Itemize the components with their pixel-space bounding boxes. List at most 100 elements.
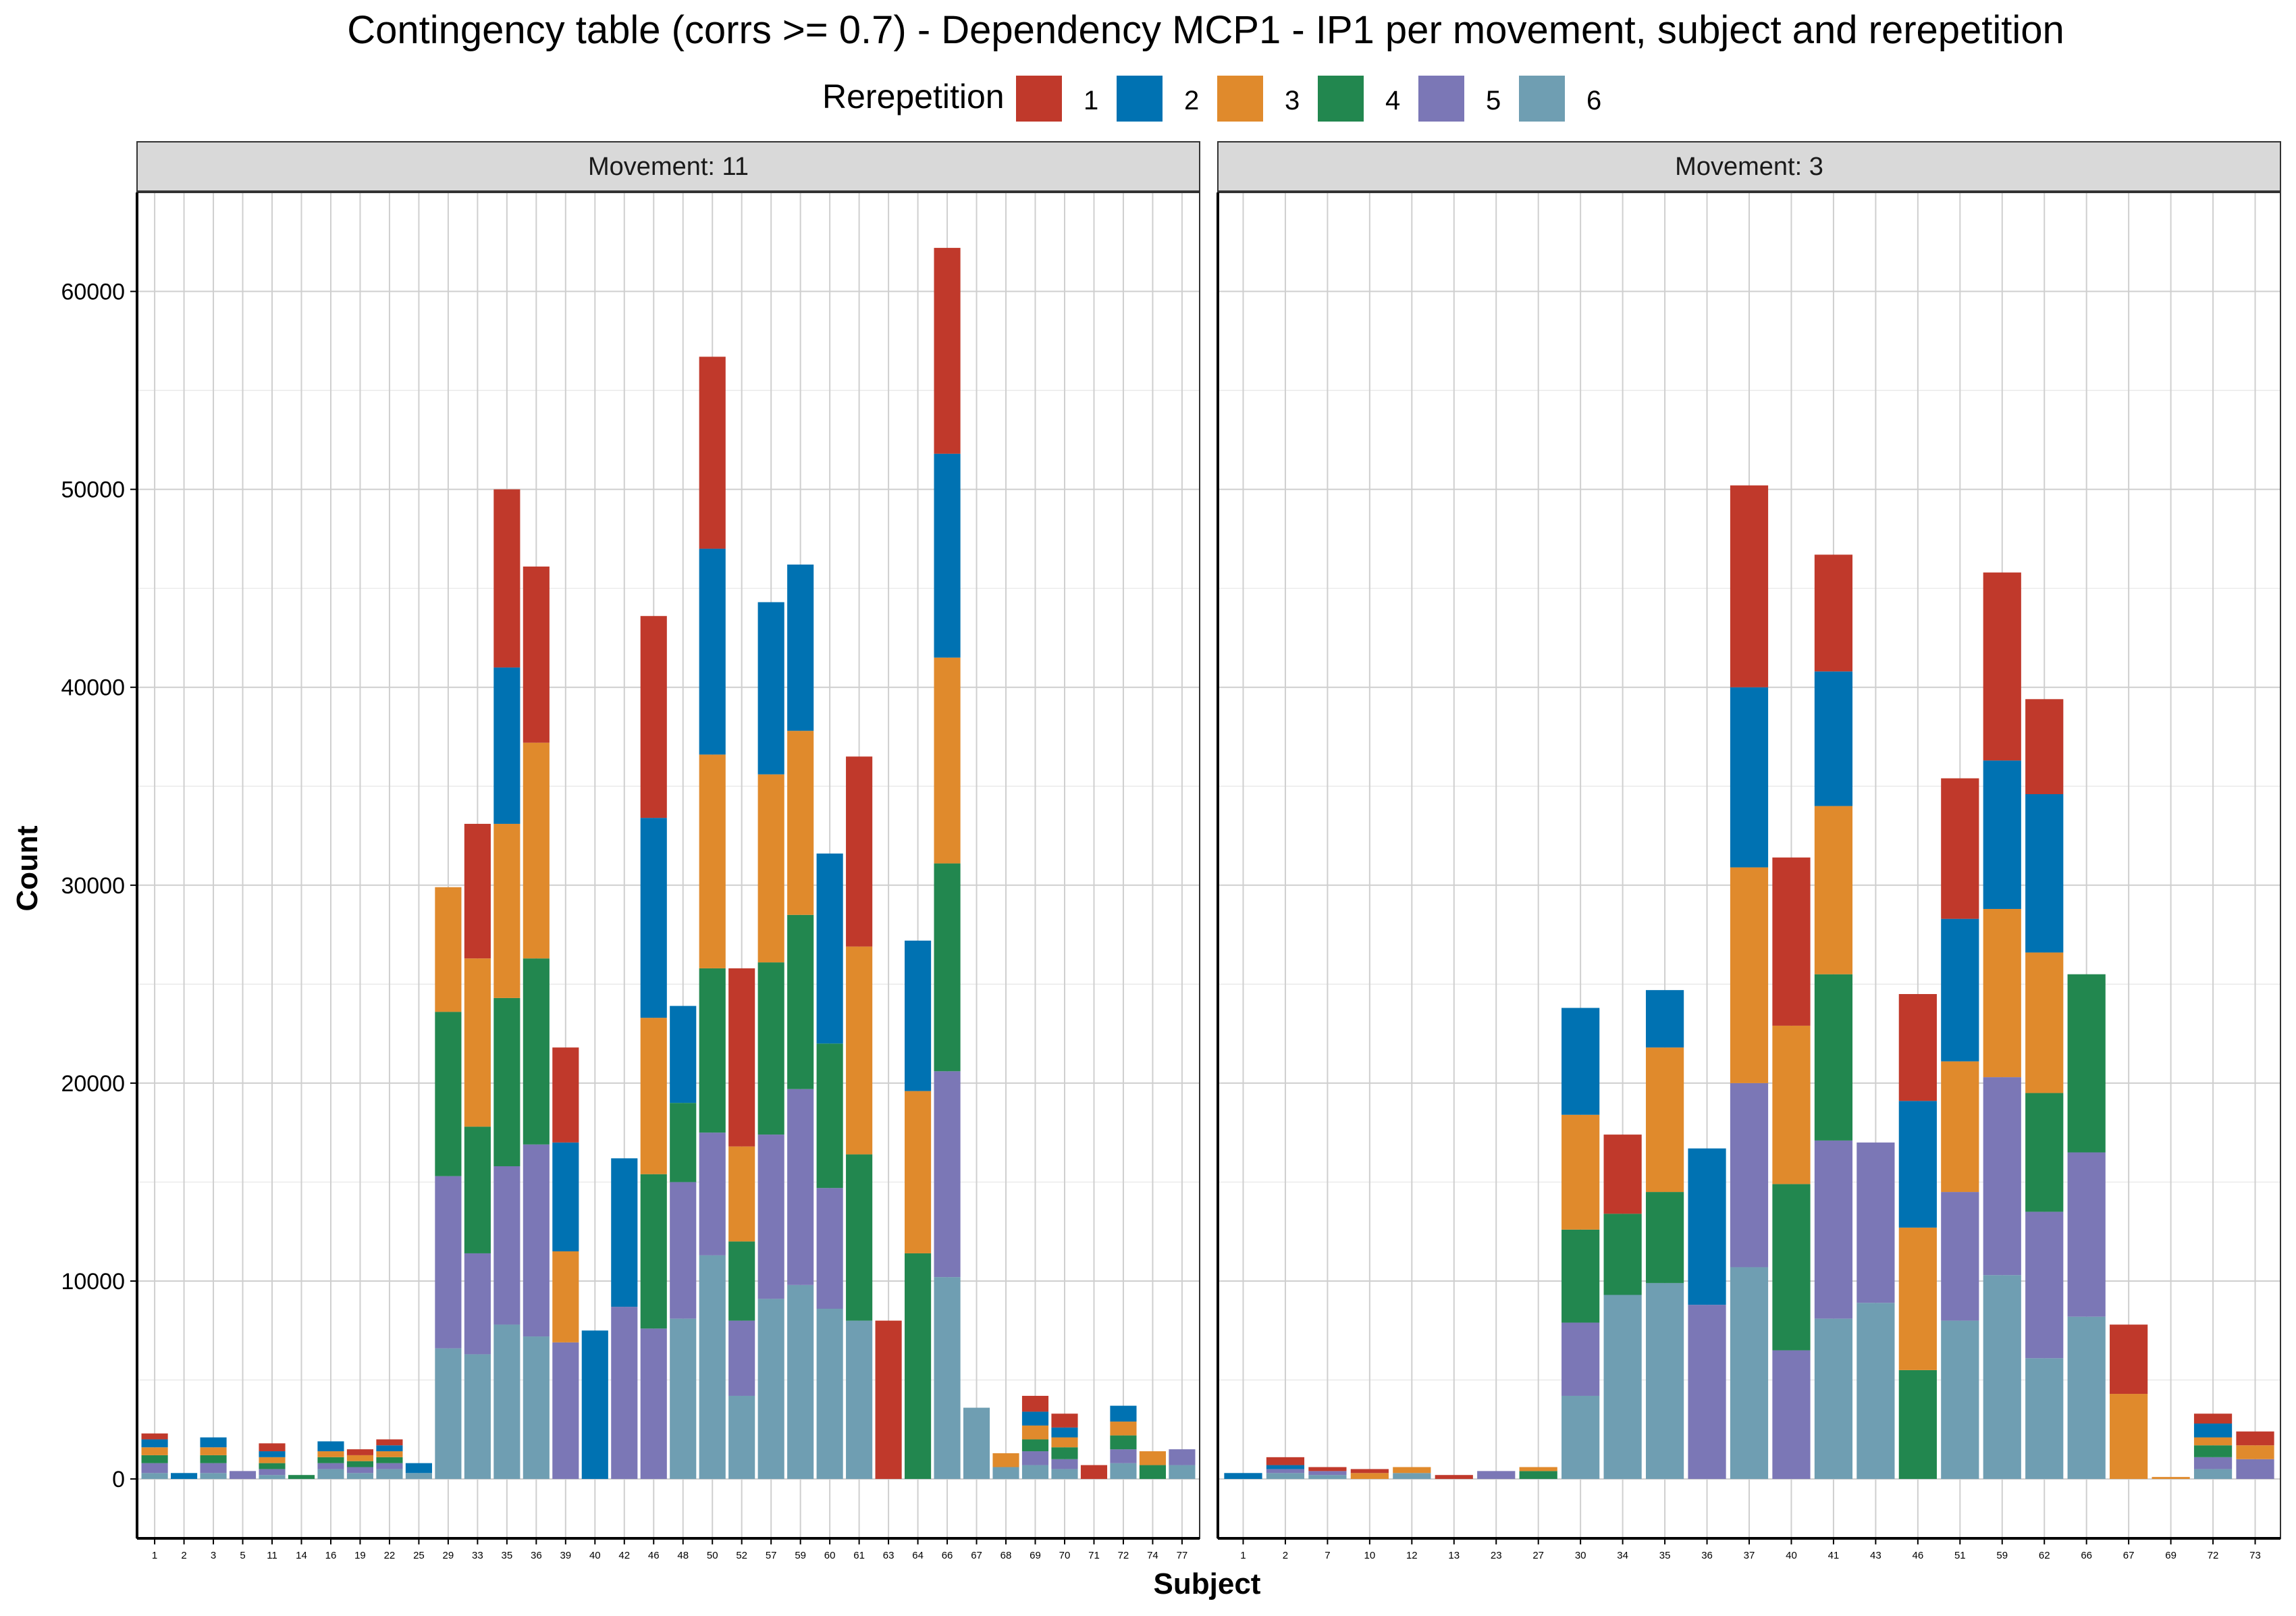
x-tick-label: 46: [1912, 1550, 1923, 1561]
bar-segment-subject-39-rep-2: [552, 1142, 579, 1252]
bar-segment-subject-36-rep-6: [523, 1336, 550, 1480]
bar-segment-subject-1-rep-5: [141, 1463, 168, 1474]
bar-segment-subject-69-rep-2: [1021, 1411, 1049, 1426]
bar-segment-subject-62-rep-3: [2025, 952, 2064, 1093]
chart-title: Contingency table (corrs >= 0.7) - Depen…: [347, 8, 2064, 52]
bar-segment-subject-22-rep-3: [376, 1451, 403, 1457]
bar-segment-subject-72-rep-3: [2193, 1437, 2233, 1446]
bar-segment-subject-50-rep-2: [699, 548, 726, 755]
panel-strip: [136, 141, 1200, 192]
x-tick-label: 64: [912, 1550, 924, 1561]
bar-segment-subject-51-rep-2: [1941, 918, 1979, 1062]
bar-segment-subject-34-rep-6: [1603, 1295, 1642, 1480]
bar-segment-subject-48-rep-6: [670, 1318, 697, 1480]
bar-segment-subject-57-rep-4: [757, 962, 784, 1135]
y-tick-label: 40000: [61, 675, 125, 701]
bar-segment-subject-33-rep-6: [464, 1354, 491, 1480]
bar-segment-subject-22-rep-2: [376, 1445, 403, 1452]
bar-segment-subject-59-rep-5: [787, 1089, 814, 1285]
x-tick-label: 63: [883, 1550, 895, 1561]
x-tick-label: 37: [1744, 1550, 1755, 1561]
bar-segment-subject-72-rep-5: [2193, 1457, 2233, 1469]
bar-segment-subject-73-rep-1: [2236, 1431, 2274, 1446]
x-tick-label: 1: [152, 1550, 157, 1561]
x-tick-label: 25: [413, 1550, 425, 1561]
bar-segment-subject-3-rep-2: [200, 1437, 227, 1448]
bar-segment-subject-62-rep-2: [2025, 793, 2064, 953]
bar-segment-subject-72-rep-4: [1110, 1435, 1137, 1450]
bar-segment-subject-50-rep-3: [699, 754, 726, 968]
bar-segment-subject-66-rep-3: [934, 657, 961, 864]
bar-segment-subject-23-rep-5: [1477, 1471, 1516, 1480]
x-tick-label: 72: [1118, 1550, 1129, 1561]
bar-segment-subject-27-rep-3: [1519, 1467, 1557, 1471]
bar-segment-subject-60-rep-4: [816, 1043, 843, 1189]
bar-segment-subject-25-rep-2: [405, 1463, 432, 1474]
bar-segment-subject-34-rep-1: [1603, 1135, 1642, 1214]
bar-segment-subject-36-rep-5: [523, 1144, 550, 1337]
bar-segment-subject-59-rep-4: [787, 914, 814, 1089]
x-tick-label: 66: [942, 1550, 953, 1561]
bar-segment-subject-1-rep-3: [141, 1447, 168, 1455]
bar-segment-subject-59-rep-2: [787, 565, 814, 731]
bar-segment-subject-1-rep-1: [141, 1433, 168, 1440]
bar-segment-subject-52-rep-4: [728, 1241, 755, 1321]
x-tick-label: 36: [1701, 1550, 1713, 1561]
bar-segment-subject-61-rep-3: [846, 946, 873, 1155]
bar-segment-subject-33-rep-3: [464, 958, 491, 1127]
bar-segment-subject-62-rep-4: [2025, 1093, 2064, 1212]
x-tick-label: 30: [1575, 1550, 1586, 1561]
bar-segment-subject-37-rep-2: [1730, 687, 1769, 868]
x-tick-label: 16: [325, 1550, 337, 1561]
bar-segment-subject-39-rep-3: [552, 1251, 579, 1343]
bar-segment-subject-11-rep-3: [259, 1457, 286, 1463]
bar-segment-subject-3-rep-4: [200, 1455, 227, 1463]
bar-segment-subject-67-rep-3: [2110, 1394, 2148, 1480]
bar-segment-subject-19-rep-5: [346, 1467, 374, 1474]
bar-segment-subject-35-rep-2: [1645, 990, 1684, 1048]
bar-segment-subject-35-rep-3: [493, 823, 520, 998]
x-tick-label: 7: [1325, 1550, 1330, 1561]
bar-segment-subject-1-rep-2: [141, 1439, 168, 1448]
bar-segment-subject-74-rep-4: [1139, 1465, 1166, 1480]
x-tick-label: 69: [2165, 1550, 2177, 1561]
bar-segment-subject-66-rep-2: [934, 453, 961, 658]
bar-segment-subject-37-rep-1: [1730, 485, 1769, 687]
x-tick-label: 59: [795, 1550, 806, 1561]
bar-segment-subject-60-rep-5: [816, 1188, 843, 1309]
bar-segment-subject-74-rep-3: [1139, 1451, 1166, 1465]
x-tick-label: 43: [1870, 1550, 1881, 1561]
bar-segment-subject-72-rep-6: [1110, 1463, 1137, 1480]
x-tick-label: 69: [1030, 1550, 1041, 1561]
x-tick-label: 67: [2123, 1550, 2135, 1561]
legend-key-2: [1117, 76, 1163, 122]
bar-segment-subject-2-rep-2: [171, 1473, 198, 1480]
bar-segment-subject-72-rep-5: [1110, 1449, 1137, 1463]
bar-segment-subject-59-rep-3: [787, 731, 814, 915]
bar-segment-subject-57-rep-2: [757, 602, 784, 775]
bar-segment-subject-52-rep-5: [728, 1320, 755, 1396]
x-tick-label: 33: [472, 1550, 483, 1561]
bar-segment-subject-41-rep-6: [1814, 1318, 1853, 1480]
bar-segment-subject-30-rep-5: [1561, 1322, 1600, 1396]
bar-segment-subject-3-rep-6: [200, 1473, 227, 1480]
bar-segment-subject-35-rep-2: [493, 667, 520, 824]
bar-segment-subject-41-rep-1: [1814, 554, 1853, 672]
bar-segment-subject-30-rep-2: [1561, 1008, 1600, 1115]
legend-label-5: 5: [1486, 86, 1501, 115]
x-tick-label: 71: [1088, 1550, 1100, 1561]
bar-segment-subject-40-rep-3: [1772, 1025, 1811, 1184]
bar-segment-subject-77-rep-5: [1169, 1449, 1196, 1465]
legend-key-6: [1519, 76, 1565, 122]
bar-segment-subject-50-rep-4: [699, 968, 726, 1133]
bar-segment-subject-1-rep-4: [141, 1455, 168, 1463]
bar-segment-subject-70-rep-5: [1051, 1459, 1078, 1469]
x-tick-label: 46: [648, 1550, 660, 1561]
bar-segment-subject-57-rep-3: [757, 774, 784, 963]
bar-segment-subject-70-rep-3: [1051, 1437, 1078, 1448]
bar-segment-subject-22-rep-6: [376, 1469, 403, 1480]
bar-segment-subject-35-rep-4: [493, 997, 520, 1166]
bar-segment-subject-43-rep-5: [1857, 1142, 1895, 1303]
bar-segment-subject-68-rep-6: [992, 1467, 1019, 1480]
